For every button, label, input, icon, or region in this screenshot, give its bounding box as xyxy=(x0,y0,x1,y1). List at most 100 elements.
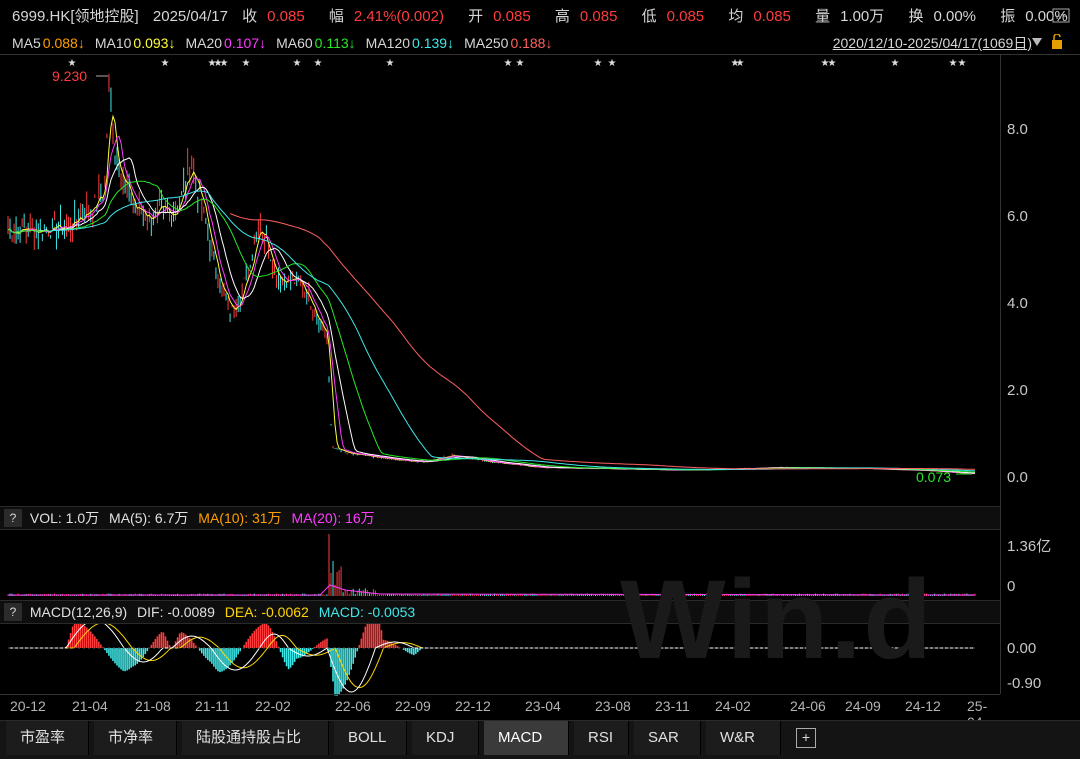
price-high-label: 9.230 xyxy=(52,68,88,84)
help-icon[interactable]: ? xyxy=(4,603,22,621)
macd-value: MACD: -0.0053 xyxy=(318,604,416,620)
amplitude-value: 0.00% xyxy=(1025,8,1068,25)
ma-value: 0.139↓ xyxy=(412,35,455,51)
event-star-icon: ★ xyxy=(516,58,525,69)
macd-indicator-bar: ? MACD(12,26,9) DIF: -0.0089 DEA: -0.006… xyxy=(0,600,1000,624)
open-label: 开 xyxy=(468,8,484,25)
tab-boll[interactable]: BOLL xyxy=(334,721,407,755)
tab-macd[interactable]: MACD xyxy=(484,721,569,755)
date-tick: 23-11 xyxy=(655,698,690,714)
date-tick: 24-06 xyxy=(790,698,826,714)
high-value: 0.085 xyxy=(579,8,618,25)
event-star-icon: ★ xyxy=(504,58,513,69)
range-dropdown-icon[interactable] xyxy=(1030,34,1070,54)
event-star-icon: ★ xyxy=(68,58,77,69)
event-star-icon: ★ xyxy=(891,58,900,69)
indicator-tabs: 市盈率 市净率 陆股通持股占比 BOLL KDJ MACD RSI SAR W&R + xyxy=(0,720,1080,759)
tab-kdj[interactable]: KDJ xyxy=(412,721,479,755)
tab-[interactable]: 市净率 xyxy=(94,721,177,755)
ma-label: MA120 xyxy=(365,35,411,51)
date-tick: 24-12 xyxy=(905,698,941,714)
date-tick: 22-06 xyxy=(335,698,371,714)
change-label: 幅 xyxy=(328,8,344,25)
date-tick: 22-09 xyxy=(395,698,431,714)
avg-label: 均 xyxy=(728,8,744,25)
event-star-icon: ★ xyxy=(608,58,617,69)
event-star-icon: ★ xyxy=(220,58,229,69)
tab-[interactable]: 市盈率 xyxy=(6,721,89,755)
tab-sar[interactable]: SAR xyxy=(634,721,701,755)
stock-code: 6999.HK[领地控股] xyxy=(12,8,139,25)
low-value: 0.085 xyxy=(666,8,705,25)
date-tick: 24-09 xyxy=(845,698,881,714)
close-value: 0.085 xyxy=(267,8,305,25)
open-value: 0.085 xyxy=(493,8,531,25)
ma-value: 0.113↓ xyxy=(314,35,356,51)
tab-rsi[interactable]: RSI xyxy=(574,721,629,755)
wp-icon[interactable]: WP xyxy=(1052,8,1070,24)
volume-indicator-bar: ? VOL: 1.0万 MA(5): 6.7万 MA(10): 31万 MA(2… xyxy=(0,506,1000,530)
ma-label: MA10 xyxy=(94,35,132,51)
date-range-link[interactable]: 2020/12/10-2025/04/17(1069日) xyxy=(832,35,1032,51)
ma-line xyxy=(7,135,976,474)
price-tick: 6.0 xyxy=(1007,208,1028,225)
macd-title: MACD(12,26,9) xyxy=(29,604,128,620)
date-tick: 23-08 xyxy=(595,698,631,714)
add-tab-icon[interactable]: + xyxy=(796,728,816,748)
ma-label: MA250 xyxy=(464,35,509,51)
ma-value: 0.188↓ xyxy=(510,35,553,51)
ma-legend-bar: MA5 0.088↓ MA10 0.093↓ MA20 0.107↓ MA60 0.113↓ M… xyxy=(0,32,1080,54)
help-icon[interactable]: ? xyxy=(4,509,22,527)
price-tick: 8.0 xyxy=(1007,121,1028,138)
event-star-icon: ★ xyxy=(214,58,223,69)
ma-label: MA5 xyxy=(12,35,41,51)
date-tick: 21-04 xyxy=(72,698,108,714)
date-tick: 22-02 xyxy=(255,698,291,714)
ma-label: MA60 xyxy=(276,35,313,51)
event-star-icon: ★ xyxy=(731,58,740,69)
ma-line xyxy=(229,213,976,470)
date-axis: 20-12 21-04 21-08 21-11 22-02 22-06 22-09 22-12… xyxy=(0,694,1000,730)
event-star-icon: ★ xyxy=(949,58,958,69)
price-tick: 2.0 xyxy=(1007,382,1028,399)
date-tick: 20-12 xyxy=(10,698,46,714)
ma-value: 0.107↓ xyxy=(224,35,267,51)
watermark: Win.d xyxy=(620,557,934,682)
event-star-icon: ★ xyxy=(594,58,603,69)
event-star-icon: ★ xyxy=(314,58,323,69)
ma-value: 0.088↓ xyxy=(42,35,85,51)
date-tick: 21-08 xyxy=(135,698,171,714)
vol-ma5: MA(5): 6.7万 xyxy=(109,510,189,526)
event-star-icon: ★ xyxy=(736,58,745,69)
amplitude-label: 振 xyxy=(1000,8,1016,25)
event-star-icon: ★ xyxy=(821,58,830,69)
close-label: 收 xyxy=(242,8,258,25)
event-star-icon: ★ xyxy=(161,58,170,69)
divider xyxy=(0,54,1080,55)
ma-line xyxy=(7,157,976,474)
event-star-icon: ★ xyxy=(293,58,302,69)
event-star-icon: ★ xyxy=(242,58,251,69)
macd-low-tick: -0.90 xyxy=(1007,675,1042,692)
volume-zero-tick: 0 xyxy=(1007,578,1016,595)
volume-ma-line xyxy=(8,584,976,596)
price-last-label: 0.073 xyxy=(916,469,952,485)
volume-top-tick: 1.36亿 xyxy=(1007,538,1052,555)
tab-w-r[interactable]: W&R xyxy=(706,721,781,755)
high-label: 高 xyxy=(554,8,570,25)
date-tick: 23-04 xyxy=(525,698,561,714)
tab-[interactable]: 陆股通持股占比 xyxy=(182,721,329,755)
event-star-icon: ★ xyxy=(386,58,395,69)
low-label: 低 xyxy=(641,8,657,25)
volume-value: 1.00万 xyxy=(840,8,885,25)
macd-dea: DEA: -0.0062 xyxy=(224,604,309,620)
axis-divider xyxy=(1000,54,1001,694)
vol-ma10: MA(10): 31万 xyxy=(198,510,282,526)
vol-title: VOL: 1.0万 xyxy=(29,510,100,526)
ma-line xyxy=(48,190,976,472)
svg-text:WP: WP xyxy=(1055,14,1067,21)
event-star-icon: ★ xyxy=(958,58,967,69)
turnover-label: 换 xyxy=(908,8,924,25)
change-value: 2.41%(0.002) xyxy=(353,8,444,25)
